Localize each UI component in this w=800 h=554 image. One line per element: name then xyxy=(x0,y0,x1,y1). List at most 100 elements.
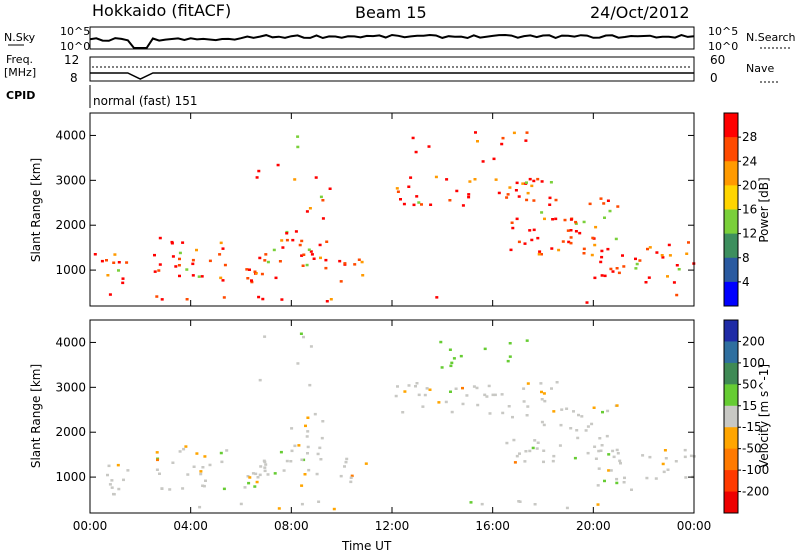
range-gate-cell xyxy=(536,236,540,240)
range-gate-cell xyxy=(253,485,257,488)
range-gate-cell xyxy=(272,248,276,252)
range-gate-cell xyxy=(461,204,465,207)
range-gate-cell xyxy=(634,267,638,270)
colorbar-swatch xyxy=(724,448,738,471)
range-gate-cell xyxy=(219,241,223,245)
velocity-cells xyxy=(106,332,696,511)
range-gate-cell xyxy=(181,487,185,490)
range-gate-cell xyxy=(672,281,676,284)
power-ylabel: Slant Range [km] xyxy=(29,158,43,262)
colorbar-swatch xyxy=(724,233,738,259)
range-gate-cell xyxy=(417,393,421,397)
range-gate-cell xyxy=(255,176,259,179)
range-gate-cell xyxy=(525,181,528,184)
range-gate-cell xyxy=(593,445,597,448)
range-gate-cell xyxy=(582,252,586,255)
colorbar-tick-label: 24 xyxy=(742,154,757,168)
range-gate-cell xyxy=(533,439,537,442)
range-gate-cell xyxy=(500,393,504,396)
range-gate-cell xyxy=(153,270,157,273)
range-gate-cell xyxy=(117,487,121,491)
range-gate-cell xyxy=(525,414,529,417)
range-gate-cell xyxy=(539,382,543,385)
range-gate-cell xyxy=(467,193,471,196)
colorbar-swatch xyxy=(724,320,738,342)
colorbar-swatch xyxy=(724,362,738,385)
range-gate-cell xyxy=(449,390,452,393)
range-gate-cell xyxy=(666,468,670,471)
freq-bottom-tick: 8 xyxy=(70,71,78,85)
range-gate-cell xyxy=(511,226,515,230)
range-gate-cell xyxy=(307,248,311,251)
range-gate-cell xyxy=(487,384,491,388)
range-gate-cell xyxy=(450,361,454,365)
range-gate-cell xyxy=(452,357,456,360)
range-gate-cell xyxy=(108,293,112,296)
range-gate-cell xyxy=(221,279,225,282)
range-gate-cell xyxy=(280,298,284,301)
range-gate-cell xyxy=(421,405,425,408)
range-gate-cell xyxy=(537,253,541,256)
range-gate-cell xyxy=(532,199,536,202)
range-gate-cell xyxy=(158,263,162,266)
range-gate-cell xyxy=(554,198,558,202)
colorbar-swatch xyxy=(724,161,738,186)
range-gate-cell xyxy=(661,462,665,466)
range-gate-cell xyxy=(357,258,361,261)
range-gate-cell xyxy=(263,335,267,338)
range-gate-cell xyxy=(117,269,120,272)
range-gate-cell xyxy=(565,407,569,410)
power-y-ticks: 1000 2000 3000 4000 xyxy=(55,128,694,277)
nave-top-tick: 60 xyxy=(710,53,725,67)
colorbar-swatch xyxy=(724,384,738,407)
range-gate-cell xyxy=(607,469,611,472)
range-gate-cell xyxy=(630,488,633,491)
velocity-panel-bg xyxy=(90,320,694,513)
range-gate-cell xyxy=(684,476,688,479)
range-gate-cell xyxy=(550,247,554,250)
range-gate-cell xyxy=(558,444,562,447)
range-gate-cell xyxy=(508,342,512,345)
range-gate-cell xyxy=(290,449,294,453)
nsky-strip-frame xyxy=(89,26,695,50)
range-gate-cell xyxy=(560,408,564,411)
colorbar-swatch xyxy=(724,427,738,450)
range-gate-cell xyxy=(305,263,309,267)
range-gate-cell xyxy=(577,413,580,417)
range-gate-cell xyxy=(474,131,477,134)
range-gate-cell xyxy=(615,267,619,270)
range-gate-cell xyxy=(569,427,573,430)
range-gate-cell xyxy=(596,503,600,506)
range-gate-cell xyxy=(494,178,498,181)
range-gate-cell xyxy=(591,236,595,240)
range-gate-cell xyxy=(611,270,615,273)
colorbar-swatch xyxy=(724,113,738,138)
range-gate-cell xyxy=(246,277,250,280)
range-gate-cell xyxy=(526,191,530,195)
range-gate-cell xyxy=(605,434,609,438)
range-gate-cell xyxy=(515,217,519,221)
range-gate-cell xyxy=(437,401,441,404)
range-gate-cell xyxy=(664,457,668,460)
range-gate-cell xyxy=(600,444,604,447)
range-gate-cell xyxy=(178,450,182,453)
range-gate-cell xyxy=(607,453,611,456)
range-gate-cell xyxy=(449,364,453,368)
range-gate-cell xyxy=(455,189,459,193)
range-gate-cell xyxy=(552,410,556,413)
range-gate-cell xyxy=(594,225,598,229)
colorbar-swatch xyxy=(724,491,738,514)
range-gate-cell xyxy=(317,500,321,503)
range-gate-cell xyxy=(523,460,527,463)
range-gate-cell xyxy=(325,300,329,303)
range-gate-cell xyxy=(600,255,604,259)
range-gate-cell xyxy=(126,469,130,472)
range-gate-cell xyxy=(254,472,258,476)
range-gate-cell xyxy=(156,458,159,462)
nsky-top-tick: 10^5 xyxy=(60,25,90,38)
range-gate-cell xyxy=(599,449,603,452)
range-gate-cell xyxy=(222,487,226,491)
colorbar-swatch xyxy=(724,470,738,493)
range-gate-cell xyxy=(574,222,578,225)
freq-label-line2: [MHz] xyxy=(4,66,36,79)
